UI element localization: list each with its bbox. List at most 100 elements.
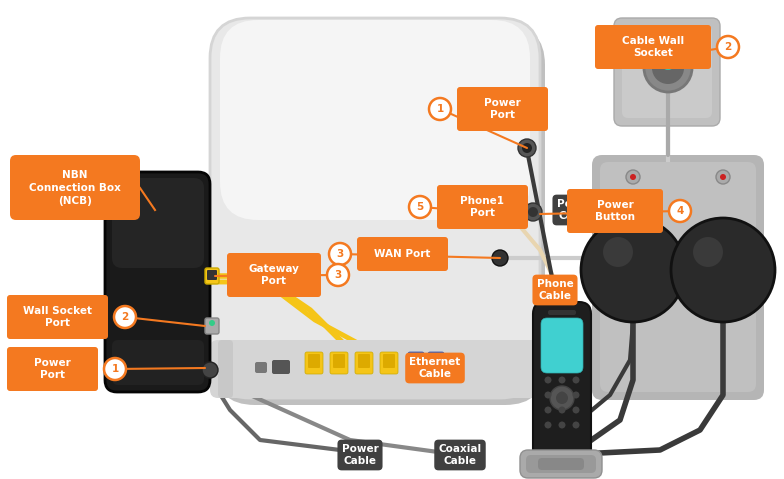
Circle shape: [550, 386, 574, 410]
FancyBboxPatch shape: [7, 347, 98, 391]
Circle shape: [429, 98, 451, 120]
FancyBboxPatch shape: [330, 352, 348, 374]
Circle shape: [209, 320, 215, 326]
FancyBboxPatch shape: [533, 302, 591, 462]
Circle shape: [660, 54, 676, 70]
FancyBboxPatch shape: [105, 172, 210, 392]
Text: Power
Button: Power Button: [595, 200, 635, 222]
FancyBboxPatch shape: [538, 458, 584, 470]
Text: 2: 2: [122, 312, 129, 322]
Circle shape: [671, 218, 775, 322]
FancyBboxPatch shape: [218, 340, 233, 398]
FancyBboxPatch shape: [595, 25, 711, 69]
FancyBboxPatch shape: [614, 18, 720, 126]
FancyBboxPatch shape: [622, 26, 712, 118]
Circle shape: [518, 139, 536, 157]
FancyBboxPatch shape: [205, 268, 219, 284]
Circle shape: [558, 391, 565, 399]
Circle shape: [545, 422, 551, 429]
Circle shape: [558, 422, 565, 429]
Circle shape: [581, 218, 685, 322]
FancyBboxPatch shape: [333, 354, 345, 368]
Text: 5: 5: [416, 202, 423, 212]
Circle shape: [630, 174, 636, 180]
FancyBboxPatch shape: [255, 362, 267, 373]
FancyBboxPatch shape: [112, 178, 204, 268]
FancyBboxPatch shape: [408, 352, 424, 374]
FancyBboxPatch shape: [541, 318, 583, 373]
Circle shape: [626, 170, 640, 184]
Circle shape: [522, 143, 532, 153]
Circle shape: [652, 52, 684, 84]
Circle shape: [572, 376, 579, 384]
Circle shape: [492, 250, 508, 266]
FancyBboxPatch shape: [355, 352, 373, 374]
FancyBboxPatch shape: [457, 87, 548, 131]
FancyBboxPatch shape: [380, 352, 398, 374]
FancyBboxPatch shape: [112, 340, 204, 385]
Text: Wall Socket
Port: Wall Socket Port: [23, 306, 92, 328]
Text: Cable Wall
Socket: Cable Wall Socket: [622, 36, 684, 58]
Circle shape: [720, 174, 726, 180]
FancyBboxPatch shape: [526, 455, 596, 473]
Circle shape: [409, 196, 431, 218]
FancyBboxPatch shape: [272, 360, 290, 374]
Circle shape: [556, 392, 568, 404]
Text: Ethernet
Cable: Ethernet Cable: [409, 357, 461, 379]
Circle shape: [717, 36, 739, 58]
Text: Power
Port: Power Port: [485, 98, 521, 120]
Text: Power
Cable: Power Cable: [557, 199, 593, 221]
Circle shape: [104, 358, 126, 380]
Text: Power
Cable: Power Cable: [342, 444, 379, 466]
FancyBboxPatch shape: [428, 352, 444, 374]
FancyBboxPatch shape: [437, 185, 528, 229]
Circle shape: [644, 44, 692, 92]
FancyBboxPatch shape: [383, 354, 395, 368]
Text: 2: 2: [724, 42, 731, 52]
FancyBboxPatch shape: [567, 189, 663, 233]
Circle shape: [545, 407, 551, 413]
Circle shape: [524, 203, 542, 221]
FancyBboxPatch shape: [357, 237, 448, 271]
Circle shape: [202, 362, 218, 378]
FancyBboxPatch shape: [207, 270, 217, 280]
FancyBboxPatch shape: [220, 20, 530, 220]
FancyBboxPatch shape: [210, 340, 540, 398]
Text: WAN Port: WAN Port: [374, 249, 430, 259]
Text: Phone1
Port: Phone1 Port: [460, 196, 504, 218]
Text: 3: 3: [334, 270, 342, 280]
Text: Phone
Cable: Phone Cable: [536, 279, 573, 301]
FancyBboxPatch shape: [210, 18, 540, 398]
FancyBboxPatch shape: [308, 354, 320, 368]
Circle shape: [669, 200, 691, 222]
FancyBboxPatch shape: [358, 354, 370, 368]
Circle shape: [603, 237, 633, 267]
FancyBboxPatch shape: [592, 155, 764, 400]
FancyBboxPatch shape: [7, 295, 108, 339]
FancyBboxPatch shape: [305, 352, 323, 374]
Text: Power
Port: Power Port: [34, 358, 71, 380]
FancyBboxPatch shape: [548, 310, 576, 315]
Circle shape: [558, 376, 565, 384]
Circle shape: [528, 207, 538, 217]
Circle shape: [329, 243, 351, 265]
Text: Gateway
Port: Gateway Port: [249, 264, 299, 286]
FancyBboxPatch shape: [227, 253, 321, 297]
Circle shape: [572, 422, 579, 429]
Circle shape: [716, 170, 730, 184]
Text: Coaxial
Cable: Coaxial Cable: [438, 444, 481, 466]
FancyBboxPatch shape: [10, 155, 140, 220]
FancyBboxPatch shape: [205, 318, 219, 334]
Circle shape: [327, 264, 349, 286]
Circle shape: [114, 306, 136, 328]
Text: 4: 4: [677, 206, 684, 216]
Circle shape: [545, 376, 551, 384]
Text: 3: 3: [336, 249, 343, 259]
Circle shape: [572, 407, 579, 413]
Text: 1: 1: [111, 364, 118, 374]
Circle shape: [505, 202, 521, 218]
FancyBboxPatch shape: [520, 450, 602, 478]
FancyBboxPatch shape: [600, 162, 756, 392]
Circle shape: [572, 391, 579, 399]
Circle shape: [693, 237, 723, 267]
